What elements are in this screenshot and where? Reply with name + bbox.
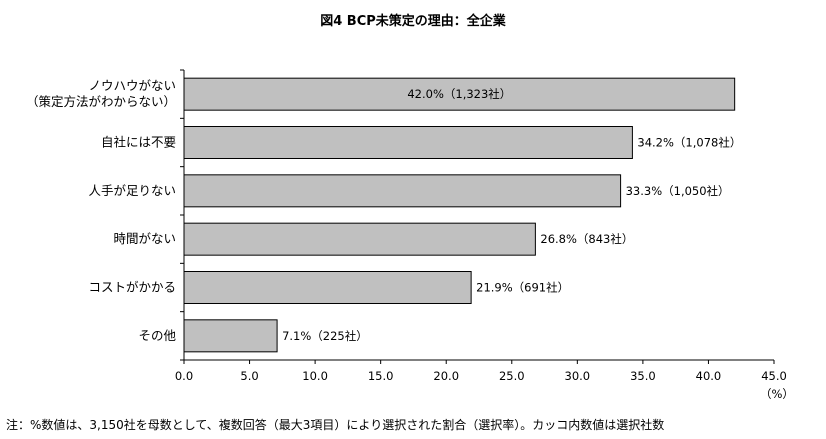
x-tick-label-1: 5.0: [240, 369, 258, 383]
x-tick-label-2: 10.0: [302, 369, 328, 383]
chart-title: 図4 BCP未策定の理由：全企業: [320, 14, 506, 29]
plot-frame: [180, 69, 774, 361]
x-tick-label-9: 45.0: [761, 369, 787, 383]
value-label-0: 42.0%（1,323社）: [407, 87, 511, 101]
bar-0: [183, 77, 736, 111]
value-labels: 42.0%（1,323社） 34.2%（1,078社） 33.3%（1,050社） 2…: [282, 87, 741, 343]
footnote: 注：%数値は、3,150社を母数として、複数回答（最大3項目）により選択された割…: [6, 418, 665, 432]
value-label-3: 26.8%（843社）: [540, 232, 633, 246]
category-label-2: 人手が足りない: [88, 183, 176, 198]
bar-3: [183, 222, 536, 256]
category-label-4: コストがかかる: [88, 280, 176, 295]
x-tick-label-0: 0.0: [175, 369, 193, 383]
category-label-1: 自社には不要: [101, 135, 176, 150]
bars-group: [183, 77, 736, 353]
category-label-0-line-0: ノウハウがない: [88, 78, 176, 93]
x-axis-ticks: 0.0 5.0 10.0 15.0 20.0 25.0 30.0 35.0 40.0 45.0: [175, 360, 787, 383]
x-tick-label-3: 15.0: [368, 369, 394, 383]
category-label-5: その他: [138, 328, 176, 343]
value-label-1: 34.2%（1,078社）: [637, 136, 741, 150]
x-tick-label-4: 20.0: [433, 369, 459, 383]
bar-5: [183, 319, 278, 353]
x-tick-label-5: 25.0: [499, 369, 525, 383]
category-labels: ノウハウがない（策定方法がわからない） 自社には不要人手が足りない時間がないコスト…: [26, 78, 177, 343]
bar-2: [183, 174, 622, 208]
x-tick-label-8: 40.0: [696, 369, 722, 383]
value-label-5: 7.1%（225社）: [282, 329, 368, 343]
bar-4: [183, 271, 472, 304]
x-axis-unit: （%）: [760, 387, 794, 401]
category-label-0-line-1: （策定方法がわからない）: [26, 94, 176, 109]
value-label-4: 21.9%（691社）: [476, 281, 569, 295]
bar-1: [183, 126, 633, 159]
value-label-2: 33.3%（1,050社）: [626, 184, 730, 198]
category-label-3: 時間がない: [113, 231, 176, 246]
x-tick-label-7: 35.0: [630, 369, 656, 383]
x-tick-label-6: 30.0: [565, 369, 591, 383]
